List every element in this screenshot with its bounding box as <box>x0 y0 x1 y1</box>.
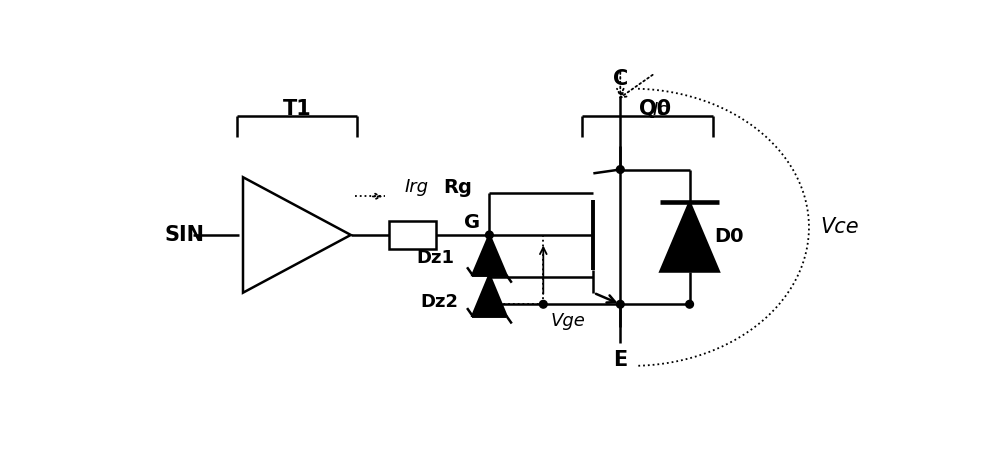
Text: T1: T1 <box>283 99 311 119</box>
Polygon shape <box>472 235 506 275</box>
Polygon shape <box>660 202 719 271</box>
Text: SIN: SIN <box>164 225 204 245</box>
Text: C: C <box>613 69 628 90</box>
Text: E: E <box>613 350 627 370</box>
Circle shape <box>616 166 624 173</box>
Text: Dz2: Dz2 <box>421 293 459 311</box>
Text: Vge: Vge <box>551 312 586 330</box>
Circle shape <box>486 301 493 308</box>
Text: Vce: Vce <box>820 217 859 237</box>
Bar <box>389 221 436 249</box>
Circle shape <box>539 301 547 308</box>
Circle shape <box>686 301 693 308</box>
Text: Rg: Rg <box>443 178 472 197</box>
Polygon shape <box>472 275 506 316</box>
Text: Dz1: Dz1 <box>417 249 455 267</box>
Text: Irg: Irg <box>405 178 429 196</box>
Circle shape <box>616 301 624 308</box>
Text: D0: D0 <box>714 227 744 247</box>
Circle shape <box>486 231 493 239</box>
Text: G: G <box>464 213 480 232</box>
Text: Q0: Q0 <box>639 99 671 119</box>
Text: Ic: Ic <box>653 101 668 119</box>
